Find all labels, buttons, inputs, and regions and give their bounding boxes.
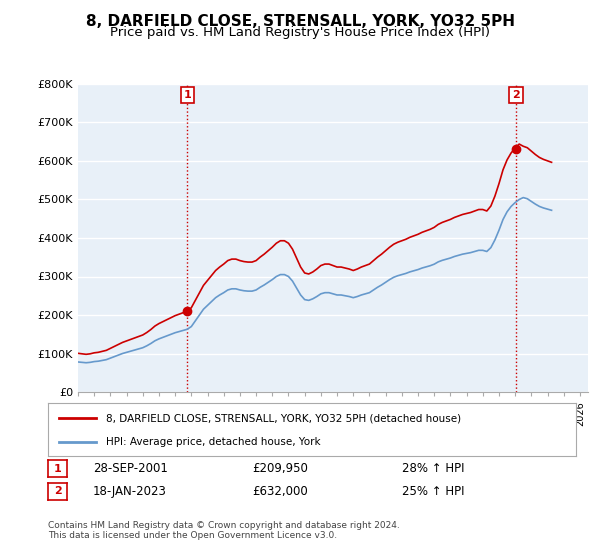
Text: 8, DARFIELD CLOSE, STRENSALL, YORK, YO32 5PH: 8, DARFIELD CLOSE, STRENSALL, YORK, YO32… [86,14,515,29]
Text: 1: 1 [54,464,61,474]
Text: 28-SEP-2001: 28-SEP-2001 [93,462,168,475]
Text: 28% ↑ HPI: 28% ↑ HPI [402,462,464,475]
Text: £632,000: £632,000 [252,484,308,498]
Text: 8, DARFIELD CLOSE, STRENSALL, YORK, YO32 5PH (detached house): 8, DARFIELD CLOSE, STRENSALL, YORK, YO32… [106,413,461,423]
Text: 1: 1 [184,90,191,100]
Text: HPI: Average price, detached house, York: HPI: Average price, detached house, York [106,436,321,446]
Text: Contains HM Land Registry data © Crown copyright and database right 2024.
This d: Contains HM Land Registry data © Crown c… [48,521,400,540]
Text: Price paid vs. HM Land Registry's House Price Index (HPI): Price paid vs. HM Land Registry's House … [110,26,490,39]
Text: 25% ↑ HPI: 25% ↑ HPI [402,484,464,498]
Text: 2: 2 [54,486,61,496]
Text: 18-JAN-2023: 18-JAN-2023 [93,484,167,498]
Text: 2: 2 [512,90,520,100]
Text: £209,950: £209,950 [252,462,308,475]
